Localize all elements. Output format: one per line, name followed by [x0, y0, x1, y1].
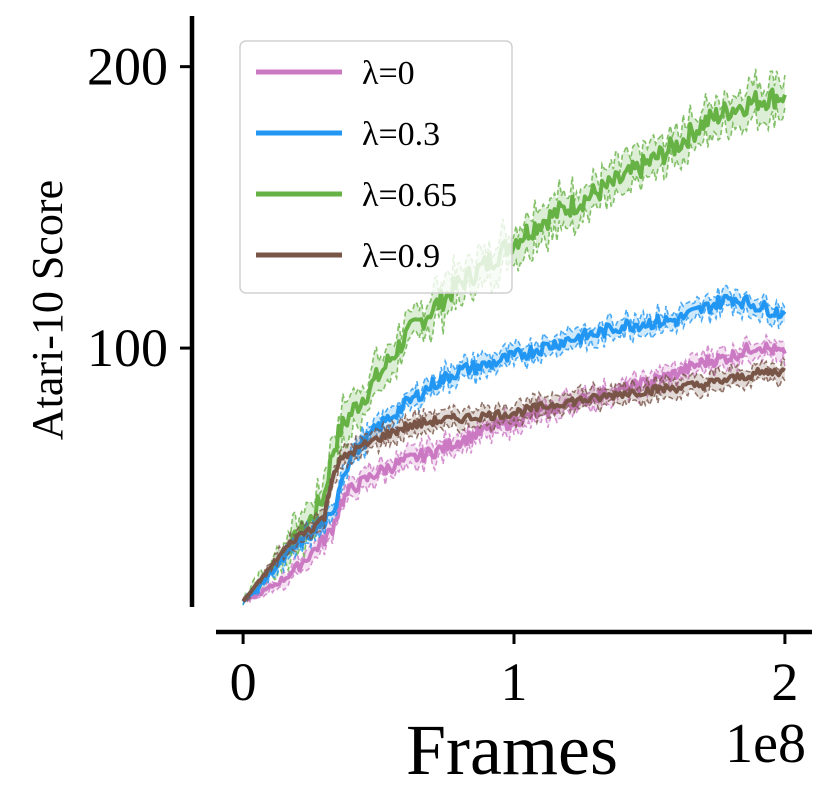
series-upper-bound-1: [242, 284, 786, 606]
series-band-0: [243, 335, 785, 602]
series-line-2: [241, 87, 787, 603]
x-axis-title: Frames: [406, 710, 618, 790]
legend: λ=0 λ=0.3 λ=0.65 λ=0.9: [239, 40, 513, 294]
legend-label: λ=0.3: [362, 116, 440, 153]
y-axis-title: Atari-10 Score: [23, 180, 72, 440]
series-group-3: [241, 356, 786, 603]
series-upper-bound-2: [242, 68, 786, 602]
series-band-3: [243, 358, 785, 601]
legend-label: λ=0.65: [362, 177, 457, 214]
x-tick-label: 0: [230, 652, 257, 712]
x-axis-offset-label: 1e8: [725, 713, 806, 775]
series-group-0: [242, 332, 787, 604]
series-band-1: [243, 285, 785, 606]
legend-frame: [239, 40, 513, 294]
tick-layer: 0 1 2 100 200: [87, 37, 798, 712]
legend-label: λ=0: [362, 55, 415, 92]
legend-label: λ=0.9: [362, 238, 440, 275]
x-tick-label: 1: [501, 652, 528, 712]
series-group-1: [241, 284, 787, 606]
series-line-3: [241, 366, 786, 603]
y-tick-label: 100: [87, 318, 168, 378]
series-upper-bound-3: [242, 356, 786, 600]
series-lower-bound-3: [242, 373, 786, 602]
x-tick-label: 2: [771, 652, 798, 712]
series-upper-bound-0: [242, 332, 786, 604]
y-tick-label: 200: [87, 37, 168, 97]
series-line-0: [242, 341, 787, 604]
series-lower-bound-1: [242, 298, 786, 603]
series-line-1: [241, 293, 787, 603]
plot-series-layer: [241, 68, 787, 606]
